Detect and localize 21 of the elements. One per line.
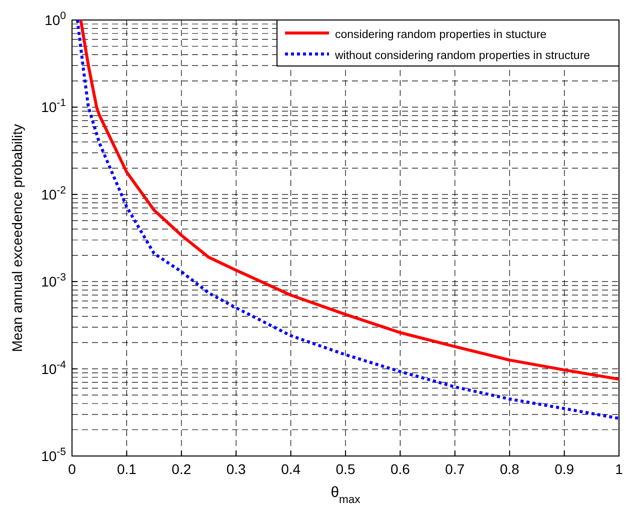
- y-tick-label: 10$^{-1}$: [41, 97, 66, 116]
- x-tick-label: 0.9: [554, 461, 574, 477]
- y-axis-title: Mean annual exceedence probability: [9, 124, 25, 352]
- x-tick-label: 0.2: [172, 461, 192, 477]
- x-axis-title: θ$_{max}$: [330, 484, 361, 506]
- x-tick-label: 0.5: [336, 461, 356, 477]
- legend-label: without considering random properties in structure: [334, 50, 590, 62]
- y-tick-label: 10$^{0}$: [44, 10, 66, 28]
- x-tick-label: 0: [68, 461, 76, 477]
- x-tick-label: 0.8: [500, 461, 520, 477]
- x-tick-label: 0.1: [116, 461, 137, 477]
- y-tick-label: 10$^{-5}$: [41, 446, 66, 464]
- y-tick-label: 10$^{-4}$: [41, 358, 66, 377]
- y-tick-label: 10$^{-2}$: [41, 184, 66, 202]
- x-tick-label: 0.3: [226, 461, 246, 477]
- y-tick-label: 10$^{-3}$: [41, 272, 66, 290]
- x-tick-label: 0.4: [281, 461, 301, 477]
- x-tick-label: 0.7: [445, 461, 465, 477]
- x-tick-label: 1: [615, 461, 624, 477]
- legend-label: considering random properties in stucture: [335, 29, 547, 41]
- x-tick-label: 0.6: [390, 461, 410, 477]
